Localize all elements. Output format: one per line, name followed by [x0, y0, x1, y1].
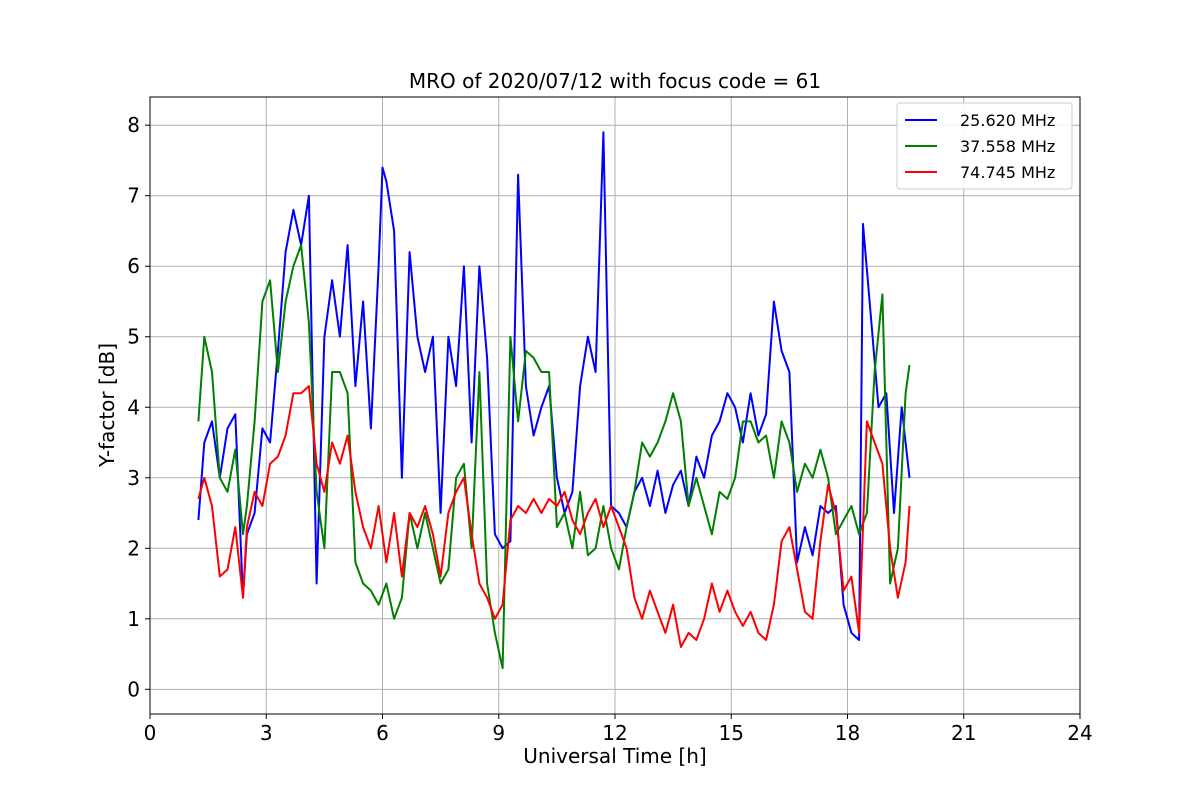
y-tick-label: 2 [127, 536, 140, 560]
y-tick-label: 6 [127, 254, 140, 278]
x-tick-label: 9 [492, 721, 505, 745]
legend-label-1: 25.620 MHz [960, 111, 1055, 130]
grid [149, 97, 1081, 714]
x-tick-label: 12 [602, 721, 627, 745]
x-axis-label: Universal Time [h] [523, 744, 706, 768]
x-tick-label: 6 [376, 721, 389, 745]
y-tick-label: 4 [127, 395, 140, 419]
series-line-2 [197, 244, 911, 670]
chart-title: MRO of 2020/07/12 with focus code = 61 [409, 69, 821, 93]
y-tick-label: 8 [127, 113, 140, 137]
x-tick-label: 18 [835, 721, 860, 745]
x-tick-label: 15 [719, 721, 744, 745]
y-axis-label: Y-factor [dB] [95, 343, 119, 468]
y-tick-label: 5 [127, 325, 140, 349]
plot-area [197, 131, 911, 670]
series-line-1 [197, 131, 911, 641]
y-tick-label: 3 [127, 466, 140, 490]
x-tick-label: 21 [951, 721, 976, 745]
series-line-3 [197, 385, 911, 648]
y-tick-label: 7 [127, 184, 140, 208]
legend-box [896, 102, 1073, 190]
y-tick-label: 1 [127, 607, 140, 631]
x-tick-label: 24 [1067, 721, 1092, 745]
legend-label-2: 37.558 MHz [960, 137, 1055, 156]
x-tick-label: 0 [144, 721, 157, 745]
legend-label-3: 74.745 MHz [960, 163, 1055, 182]
y-tick-label: 0 [127, 677, 140, 701]
x-tick-label: 3 [260, 721, 273, 745]
legend: 25.620 MHz 37.558 MHz 74.745 MHz [896, 102, 1073, 190]
